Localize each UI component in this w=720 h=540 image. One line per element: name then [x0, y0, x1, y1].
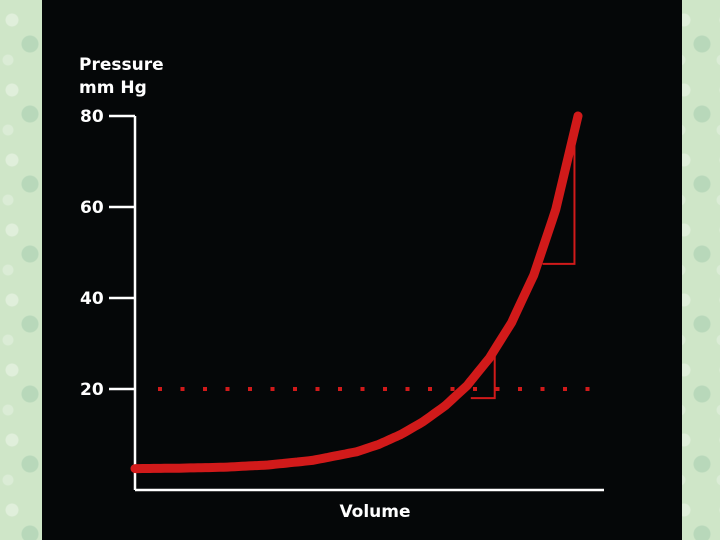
threshold-dot: [383, 387, 387, 391]
threshold-dot: [563, 387, 567, 391]
threshold-dot: [360, 387, 365, 391]
y-tick-label: 60: [80, 198, 104, 218]
threshold-dot: [315, 387, 320, 391]
x-axis-label: Volume: [339, 502, 410, 522]
slope-triangle: [542, 130, 576, 265]
threshold-dot: [495, 387, 500, 391]
threshold-dot: [180, 387, 185, 391]
y-axis-label-line1: Pressure: [79, 55, 164, 75]
threshold-dot: [225, 387, 230, 391]
threshold-dot: [203, 387, 207, 391]
threshold-dot: [473, 387, 477, 391]
threshold-dot: [450, 387, 455, 391]
threshold-dot: [518, 387, 522, 391]
threshold-dot: [585, 387, 590, 391]
threshold-dot: [248, 387, 252, 391]
threshold-dot: [270, 387, 275, 391]
y-tick-label: 20: [80, 380, 104, 400]
threshold-dots: [158, 387, 590, 391]
y-ticks: 80 60 40 20: [80, 107, 135, 400]
threshold-dot: [540, 387, 545, 391]
threshold-dot: [405, 387, 410, 391]
pressure-volume-curve: [130, 111, 583, 474]
axes: [133, 116, 604, 492]
slope-triangles: [470, 130, 576, 400]
y-axis-label-line2: mm Hg: [79, 78, 147, 98]
y-tick-label: 80: [80, 107, 104, 127]
threshold-dot: [428, 387, 432, 391]
threshold-dot: [158, 387, 162, 391]
y-tick-label: 40: [80, 289, 104, 309]
slope-triangle: [470, 349, 496, 400]
threshold-dot: [338, 387, 342, 391]
curve-group: [130, 111, 583, 474]
threshold-dot: [293, 387, 297, 391]
